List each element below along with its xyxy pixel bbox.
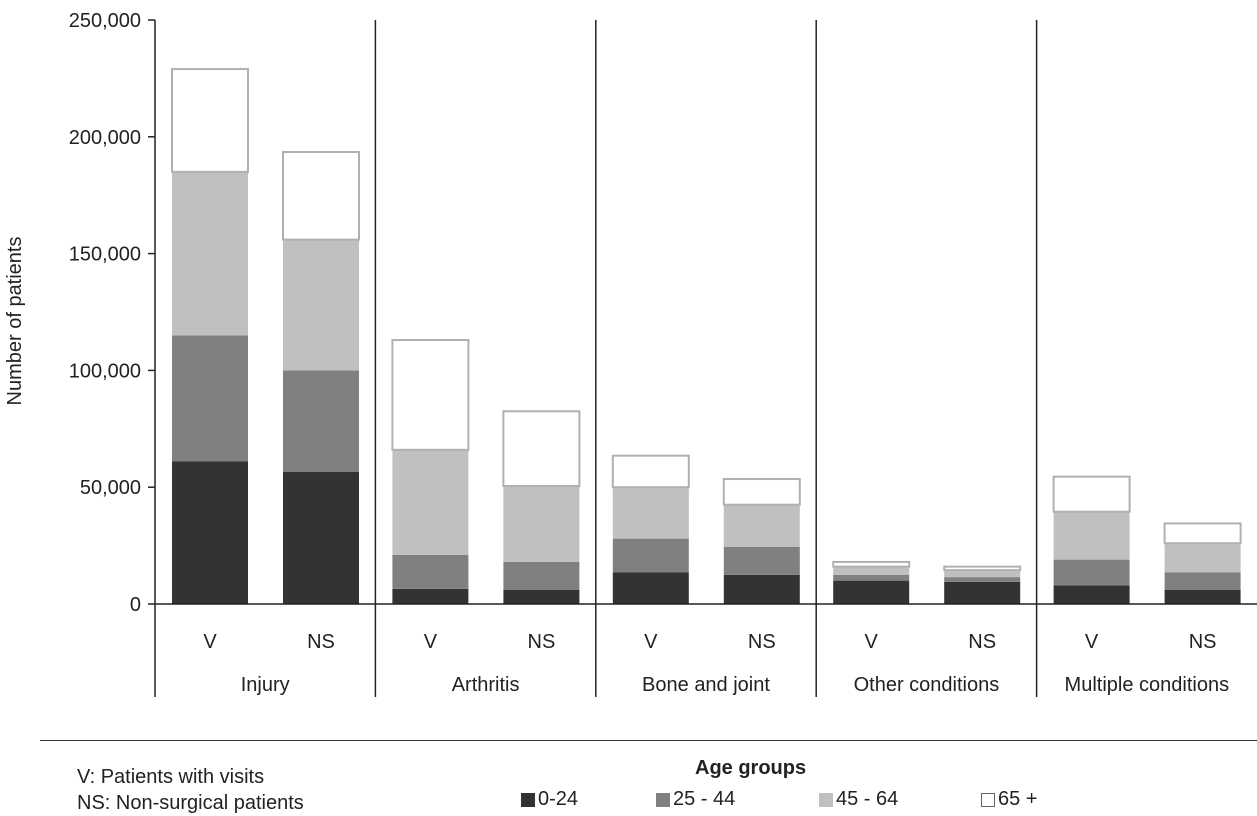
bar-segment-other-conditions-v-3 — [832, 560, 911, 568]
bar-label: V — [865, 631, 879, 653]
bar-label: V — [424, 631, 438, 653]
legend-item: 45 - 64 — [819, 788, 898, 811]
legend-label: 45 - 64 — [836, 788, 899, 810]
legend-label: 0-24 — [538, 788, 579, 810]
bar-segment-other-conditions-ns-0 — [944, 581, 1021, 604]
bar-segment-other-conditions-v-1 — [833, 574, 910, 581]
bar-segment-other-conditions-v-2 — [833, 566, 910, 575]
bar-label: V — [1085, 631, 1099, 653]
bar-segment-arthritis-ns-0 — [503, 589, 580, 604]
bar-segment-other-conditions-v-0 — [833, 580, 910, 604]
y-tick-label: 50,000 — [80, 477, 141, 499]
bar-label: NS — [528, 631, 556, 653]
bar-segment-multiple-conditions-v-1 — [1053, 559, 1130, 586]
bar-segment-multiple-conditions-v-0 — [1053, 585, 1130, 604]
bar-segment-injury-v-3 — [171, 68, 249, 173]
bar-segment-injury-ns-1 — [283, 370, 359, 473]
bar-label: NS — [968, 631, 996, 653]
bar-label: V — [203, 631, 217, 653]
note-ns: NS: Non-surgical patients — [77, 792, 304, 814]
legend-swatch — [981, 792, 995, 807]
legend-title: Age groups — [695, 757, 807, 779]
bar-segment-bone-and-joint-ns-0 — [723, 574, 800, 604]
y-tick-label: 0 — [130, 594, 141, 616]
bar-segment-multiple-conditions-ns-1 — [1164, 572, 1241, 590]
bar-segment-multiple-conditions-ns-3 — [1163, 522, 1242, 545]
bar-segment-bone-and-joint-v-3 — [611, 454, 690, 489]
bar-segment-bone-and-joint-ns-1 — [723, 546, 800, 575]
bar-segment-injury-v-0 — [172, 461, 248, 604]
bar-segment-multiple-conditions-ns-0 — [1164, 589, 1241, 604]
y-tick-label: 150,000 — [69, 244, 141, 266]
group-label: Injury — [241, 674, 290, 696]
bar-segment-multiple-conditions-v-3 — [1052, 475, 1131, 513]
bar-segment-injury-ns-2 — [283, 239, 359, 371]
note-v: V: Patients with visits — [77, 766, 265, 788]
bar-label: NS — [1189, 631, 1217, 653]
bar-label: V — [644, 631, 658, 653]
bar-segment-bone-and-joint-v-0 — [612, 572, 689, 604]
bar-segment-bone-and-joint-v-1 — [612, 538, 689, 573]
bar-segment-injury-v-1 — [172, 335, 248, 462]
bar-segment-arthritis-v-3 — [391, 339, 470, 451]
bar-segment-arthritis-ns-3 — [502, 410, 581, 488]
bars — [171, 68, 1242, 604]
bar-segment-arthritis-v-2 — [392, 449, 469, 555]
bar-segment-arthritis-ns-2 — [503, 486, 580, 562]
bar-segment-injury-ns-0 — [283, 472, 359, 604]
group-label: Arthritis — [452, 674, 520, 696]
divider — [40, 740, 1257, 741]
y-axis: 0 50,000 100,000 150,000 200,000 250,000 — [69, 10, 156, 616]
legend-item: 0-24 — [521, 788, 578, 811]
y-tick-label: 200,000 — [69, 127, 141, 149]
bar-segment-other-conditions-ns-2 — [944, 570, 1021, 578]
y-tick-label: 100,000 — [69, 360, 141, 382]
legend-label: 65 + — [998, 788, 1038, 810]
y-tick-label: 250,000 — [69, 10, 141, 32]
bar-segment-multiple-conditions-v-2 — [1053, 511, 1130, 560]
x-axis: V NS Injury V NS Arthritis V NS Bone and joint V N… — [154, 20, 1257, 697]
group-label: Multiple conditions — [1065, 674, 1230, 696]
legend-swatch — [656, 792, 670, 807]
legend-label: 25 - 44 — [673, 788, 736, 810]
bar-segment-injury-ns-3 — [282, 150, 360, 241]
bar-label: NS — [307, 631, 335, 653]
bar-segment-multiple-conditions-ns-2 — [1164, 543, 1241, 573]
bar-segment-other-conditions-ns-3 — [943, 565, 1022, 572]
bar-segment-arthritis-v-0 — [392, 588, 469, 604]
bar-segment-arthritis-ns-1 — [503, 561, 580, 590]
bar-segment-bone-and-joint-ns-2 — [723, 504, 800, 547]
bar-label: NS — [748, 631, 776, 653]
chart: 0 50,000 100,000 150,000 200,000 250,000 V NS I… — [4, 10, 1257, 697]
group-label: Bone and joint — [642, 674, 770, 696]
legend-swatch — [819, 792, 833, 807]
bar-segment-arthritis-v-1 — [392, 554, 469, 589]
group-label: Other conditions — [854, 674, 1000, 696]
legend-item: 25 - 44 — [656, 788, 735, 811]
legend-item: 65 + — [981, 788, 1037, 811]
bar-segment-other-conditions-ns-1 — [944, 577, 1021, 582]
bar-segment-injury-v-2 — [172, 171, 248, 336]
legend-swatch — [521, 792, 535, 807]
bar-segment-bone-and-joint-v-2 — [612, 487, 689, 539]
y-axis-title: Number of patients — [4, 237, 26, 406]
bar-segment-bone-and-joint-ns-3 — [722, 478, 801, 506]
